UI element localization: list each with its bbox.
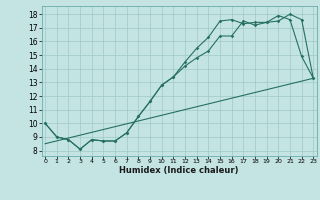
X-axis label: Humidex (Indice chaleur): Humidex (Indice chaleur) [119, 166, 239, 175]
